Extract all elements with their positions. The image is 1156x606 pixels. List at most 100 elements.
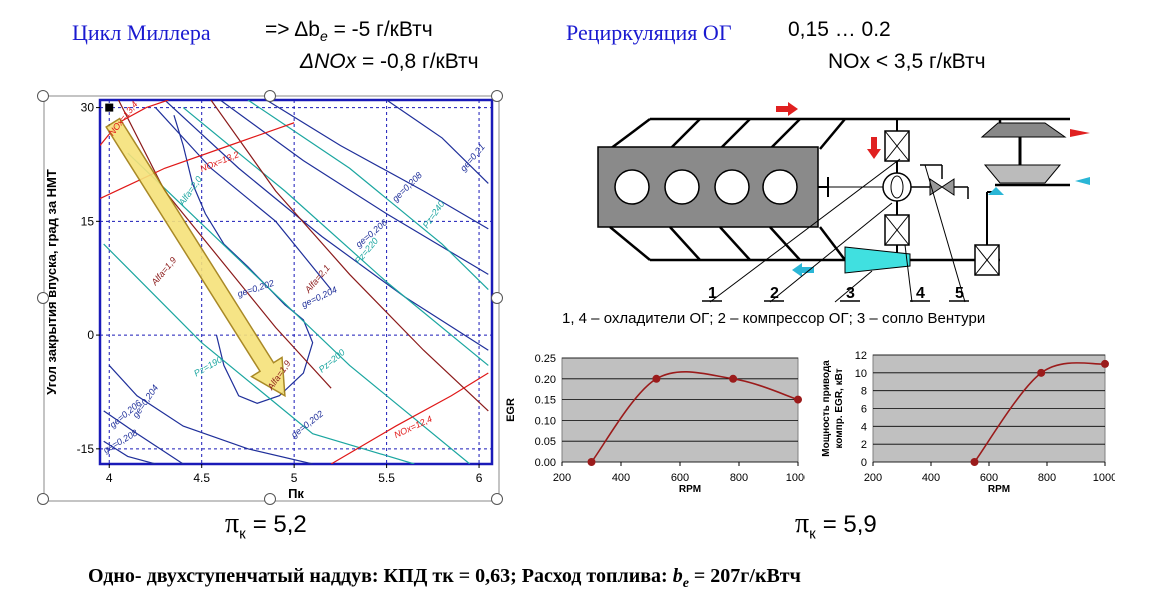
diagram-number-4: 4 xyxy=(916,285,925,302)
leader-lines xyxy=(709,158,966,303)
contour-alfa xyxy=(117,100,332,389)
delta-be-value: = -5 г/кВтч xyxy=(333,18,433,41)
data-point xyxy=(587,458,596,466)
resize-handle-tm[interactable] xyxy=(264,90,276,102)
y-tick-label: 2 xyxy=(861,439,867,451)
cylinders xyxy=(614,169,798,205)
resize-handle-tr[interactable] xyxy=(491,90,503,102)
x-axis-label: Пк xyxy=(288,486,304,501)
power-chart: 0 2 4 6 8 10 12 200 400 600 800 1000 RPM Мощность при… xyxy=(821,350,1115,495)
contour-nox xyxy=(100,122,295,200)
air-up-arrow xyxy=(988,187,1004,195)
y-tick-label: 0 xyxy=(861,457,867,469)
delta-be-symbol: Δbe xyxy=(294,18,328,45)
diagram-caption: 1, 4 – охладители ОГ; 2 – компрессор ОГ;… xyxy=(562,310,986,327)
egr-range: 0,15 … 0.2 xyxy=(788,18,891,41)
contour-alfa xyxy=(210,100,489,412)
egr-valve xyxy=(929,178,955,196)
footer-value: = 207г/кВтч xyxy=(688,565,801,587)
y-tick-label: 0.10 xyxy=(535,415,556,427)
data-point xyxy=(1101,359,1109,368)
y-tick-label: 30 xyxy=(81,101,95,115)
miller-arrow: => xyxy=(265,18,290,41)
contour-ge xyxy=(219,100,489,275)
miller-title: Цикл Миллера xyxy=(72,20,211,45)
header-formula-nox: ΔNOx = -0,8 г/кВтч xyxy=(300,50,479,74)
start-marker xyxy=(105,103,114,112)
x-tick-label: 1000 xyxy=(1093,472,1115,484)
contour-ge xyxy=(103,440,156,464)
x-axis-label: RPM xyxy=(988,484,1010,495)
y-tick-label: 12 xyxy=(855,350,867,362)
contour-pz xyxy=(103,243,415,464)
y-tick-label: 0.00 xyxy=(535,457,556,469)
plot-area xyxy=(98,98,494,466)
header-formula-be: => Δbe = -5 г/кВтч xyxy=(265,18,433,44)
charge-air-cooler xyxy=(974,244,1000,276)
egr-diagram: 1 2 3 4 5 xyxy=(597,102,1090,303)
y-axis-label-line-1: Мощность привода xyxy=(821,360,832,457)
contour-chart: 4 4.5 5 5.5 630150-15NOx=13,4NOx=13,2NOx=12,… xyxy=(43,95,500,502)
exhaust-manifold xyxy=(609,118,846,150)
footer-summary: Одно- двухступенчатый наддув: КПД тк = 0… xyxy=(88,565,801,591)
exhaust-flow-arrow xyxy=(776,102,798,116)
contour-ge xyxy=(108,365,313,464)
footer-b: b xyxy=(672,565,683,587)
resize-handle-ml[interactable] xyxy=(37,292,49,304)
y-axis-label: EGR xyxy=(505,398,517,422)
contour-ge xyxy=(386,100,489,184)
y-tick-label: 10 xyxy=(855,368,867,380)
egr-chart: 0.00 0.05 0.10 0.15 0.20 0.25 200 400 600 800 1000… xyxy=(505,353,805,495)
diagram-number-2: 2 xyxy=(770,285,779,302)
resize-handle-tl[interactable] xyxy=(37,90,49,102)
y-tick-label: 0.25 xyxy=(535,353,556,365)
x-tick-label: 4.5 xyxy=(193,471,210,485)
x-tick-label: 1000 xyxy=(786,472,805,484)
data-point xyxy=(970,458,979,466)
contour-nox xyxy=(330,372,489,464)
egr-flow-arrow xyxy=(867,137,881,159)
nox-limit: NOx < 3,5 г/кВтч xyxy=(828,50,986,73)
x-tick-label: 600 xyxy=(980,472,998,484)
exhaust-out-arrow xyxy=(1070,129,1090,137)
x-tick-label: 5 xyxy=(291,471,298,485)
y-tick-label: 6 xyxy=(861,404,867,416)
resize-handle-br[interactable] xyxy=(491,493,503,505)
y-tick-label: 0.20 xyxy=(535,374,556,386)
y-tick-label: 8 xyxy=(861,386,867,398)
x-tick-label: 400 xyxy=(612,472,630,484)
footer-prefix: Одно- двухступенчатый наддув: КПД тк = 0… xyxy=(88,565,673,587)
pi-right: πк = 5,9 xyxy=(795,508,877,543)
contour-pz xyxy=(247,100,489,291)
y-axis-label: Угол закрытия впуска, град за НМТ xyxy=(44,169,59,395)
x-tick-label: 200 xyxy=(553,472,571,484)
intake-manifold xyxy=(609,226,846,261)
data-point xyxy=(652,374,661,383)
contour-nox xyxy=(100,100,169,146)
venturi-nozzle xyxy=(844,246,911,274)
resize-handle-mr[interactable] xyxy=(491,292,503,304)
series-line xyxy=(590,371,799,463)
data-point xyxy=(729,374,738,383)
x-tick-label: 6 xyxy=(476,471,483,485)
data-point xyxy=(794,395,802,404)
contour-ge xyxy=(266,100,489,230)
diagram-number-3: 3 xyxy=(846,285,855,302)
contour-pz xyxy=(182,107,489,366)
egr-compressor xyxy=(882,172,912,202)
plot-area xyxy=(561,357,799,463)
y-tick-label: 0.05 xyxy=(535,436,556,448)
trend-arrow xyxy=(105,117,286,398)
turbocharger xyxy=(980,122,1067,184)
resize-handle-bl[interactable] xyxy=(37,493,49,505)
x-axis-label: RPM xyxy=(679,484,701,495)
y-tick-label: -15 xyxy=(77,442,95,456)
contour-ge xyxy=(155,107,332,290)
diagram-number-1: 1 xyxy=(708,285,717,302)
x-tick-label: 5.5 xyxy=(378,471,395,485)
x-tick-label: 800 xyxy=(1038,472,1056,484)
resize-handle-bm[interactable] xyxy=(264,493,276,505)
egr-cooler-4 xyxy=(884,214,910,246)
y-axis-label-line-2: компр. EGR, кВт xyxy=(834,368,845,448)
y-tick-label: 0 xyxy=(87,328,94,342)
